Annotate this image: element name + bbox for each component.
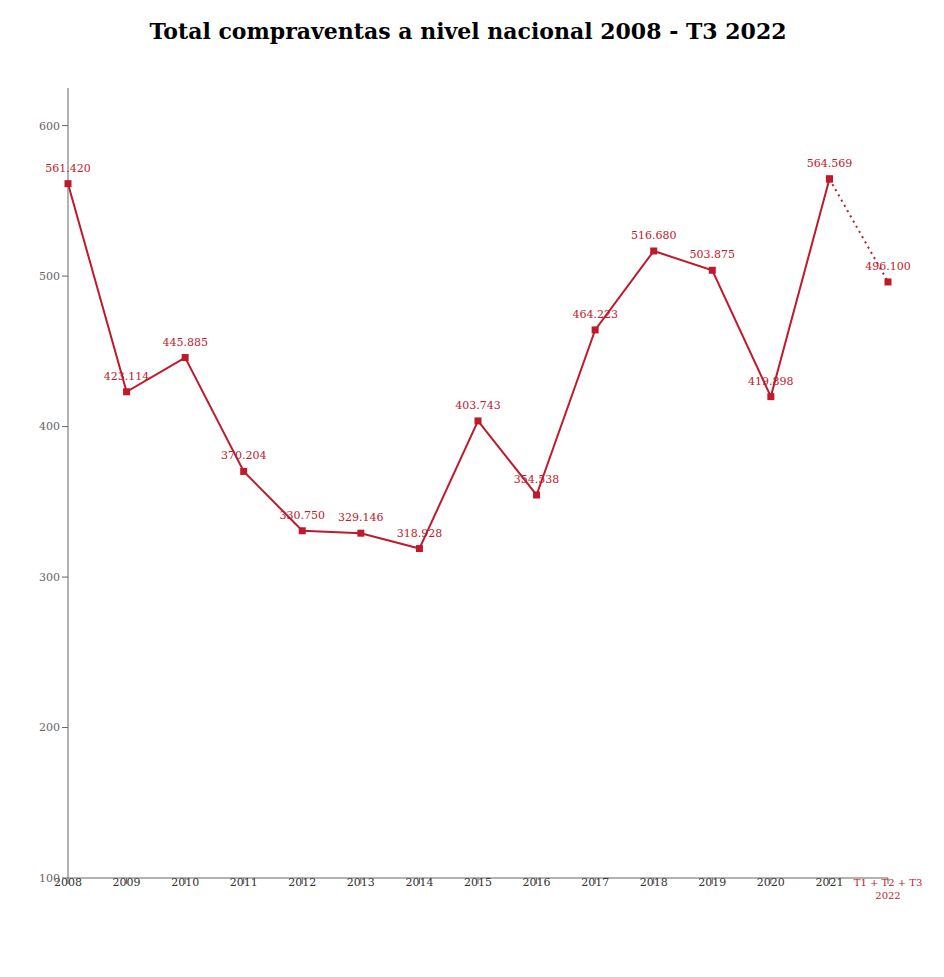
- svg-text:370.204: 370.204: [221, 449, 267, 462]
- html-text:Total compraventas a nivel nac: Total compraventas a nivel nacional 2008…: [149, 18, 787, 44]
- svg-text:600: 600: [39, 120, 60, 133]
- svg-text:2010: 2010: [171, 876, 199, 889]
- svg-text:419.898: 419.898: [748, 375, 794, 388]
- svg-text:200: 200: [39, 721, 60, 734]
- svg-text:2011: 2011: [230, 876, 258, 889]
- svg-text:2017: 2017: [581, 876, 609, 889]
- svg-text:516.680: 516.680: [631, 229, 677, 242]
- svg-text:329.146: 329.146: [338, 511, 384, 524]
- svg-text:2009: 2009: [113, 876, 141, 889]
- svg-text:445.885: 445.885: [162, 336, 208, 349]
- svg-text:300: 300: [39, 571, 60, 584]
- svg-text:100: 100: [39, 872, 60, 885]
- svg-text:2013: 2013: [347, 876, 375, 889]
- svg-text:400: 400: [39, 420, 60, 433]
- svg-text:T1 + T2 + T32022: T1 + T2 + T32022: [854, 877, 923, 901]
- svg-text:2014: 2014: [405, 876, 433, 889]
- svg-text:2018: 2018: [640, 876, 668, 889]
- svg-text:2008: 2008: [54, 876, 82, 889]
- svg-text:561.420: 561.420: [45, 162, 91, 175]
- svg-text:318.928: 318.928: [397, 527, 443, 540]
- svg-text:2020: 2020: [757, 876, 785, 889]
- svg-text:423.114: 423.114: [104, 370, 150, 383]
- svg-text:500: 500: [39, 270, 60, 283]
- svg-text:2019: 2019: [698, 876, 726, 889]
- svg-text:354.538: 354.538: [514, 473, 560, 486]
- svg-text:330.750: 330.750: [280, 509, 326, 522]
- svg-text:503.875: 503.875: [690, 248, 736, 261]
- svg-text:2015: 2015: [464, 876, 492, 889]
- svg-text:564.569: 564.569: [807, 157, 853, 170]
- svg-text:2016: 2016: [523, 876, 551, 889]
- svg-text:403.743: 403.743: [455, 399, 501, 412]
- svg-text:464.223: 464.223: [572, 308, 618, 321]
- svg-text:496.100: 496.100: [865, 260, 911, 273]
- svg-text:2012: 2012: [288, 876, 316, 889]
- svg-text:2021: 2021: [815, 876, 843, 889]
